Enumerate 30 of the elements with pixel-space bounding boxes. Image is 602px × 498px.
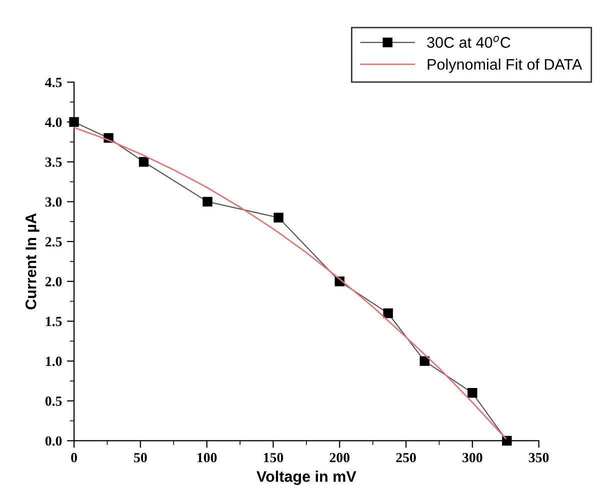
y-tick-label: 2.5 [45,237,62,247]
y-tick-label: 4.0 [45,118,62,128]
y-tick-label: 0.5 [45,396,62,406]
point [138,156,149,167]
y-tick-label: 4.5 [45,78,62,88]
x-tick-label: 350 [528,452,549,462]
y-tick-label: 3.0 [45,197,62,207]
x-axis-title: Voltage in mV [256,470,356,485]
point [69,117,79,127]
y-tick-label: 1.0 [46,356,62,366]
y-tick-label: 2.0 [45,276,62,286]
x-tick-label: 50 [134,452,147,462]
x-tick-label: 300 [462,452,482,462]
legend-label: 30C at 40$^{o}$C [427,36,510,48]
point [420,356,430,366]
point [502,436,512,446]
x-tick-label: 100 [198,452,217,462]
y-axis-title: Current In µA [25,213,40,310]
legend-label: Polynomial Fit of DATA [428,58,582,73]
x-tick-label: 200 [330,452,350,462]
point [383,308,393,318]
x-tick-label: 0 [71,452,77,462]
y-tick-label: 3.5 [45,157,62,167]
x-tick-label: 250 [396,452,416,462]
x-tick-label: 150 [264,452,284,462]
point [202,196,212,207]
point [468,388,478,398]
point [274,212,284,222]
y-tick-label: 0.0 [45,436,62,446]
y-tick-label: 1.5 [46,316,62,326]
